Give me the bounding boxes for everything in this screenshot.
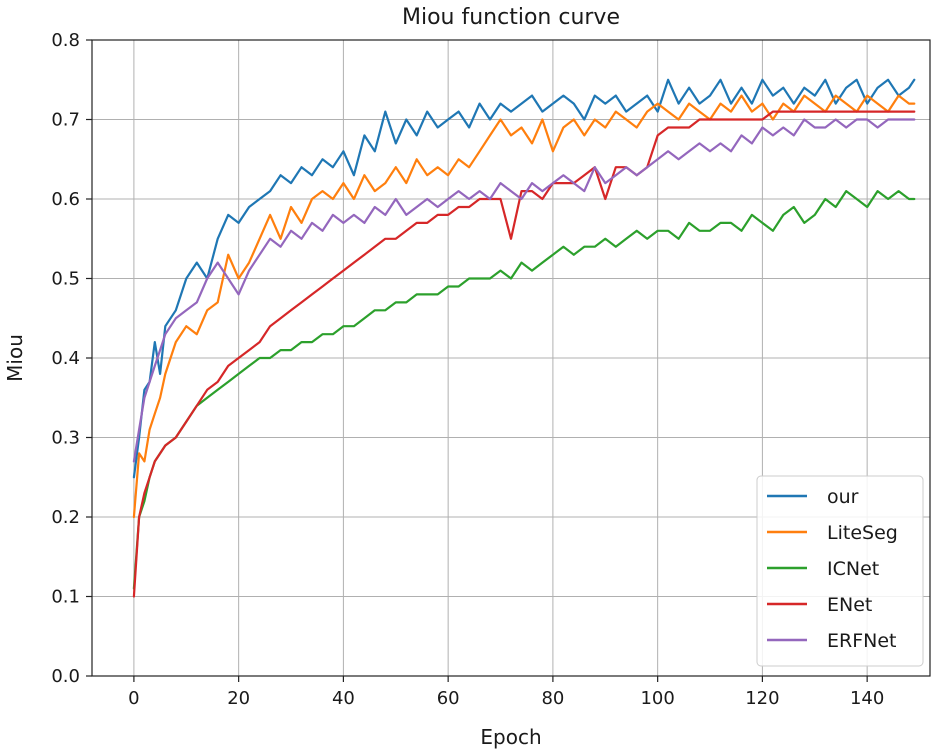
legend-label-erfnet: ERFNet: [827, 630, 897, 652]
y-tick-label: 0.7: [51, 110, 80, 131]
x-tick-label: 60: [437, 688, 460, 709]
y-tick-label: 0.8: [51, 30, 80, 51]
series-line-icnet: [132, 190, 916, 590]
legend-label-liteseg: LiteSeg: [827, 522, 898, 544]
legend-label-enet: ENet: [827, 594, 872, 616]
legend-box: [756, 475, 924, 667]
legend: our LiteSeg ICNet ENet ERFNet: [756, 475, 924, 667]
series-lines: [132, 78, 916, 598]
y-tick-label: 0.4: [51, 348, 80, 369]
legend-label-our: our: [827, 486, 859, 508]
x-tick-label: 80: [541, 688, 564, 709]
series-line-liteseg: [132, 94, 916, 519]
y-tick-label: 0.2: [51, 507, 80, 528]
y-axis-label: Miou: [3, 334, 27, 382]
series-line-enet: [132, 110, 916, 598]
x-tick-label: 20: [227, 688, 250, 709]
x-tick-label: 40: [332, 688, 355, 709]
legend-label-icnet: ICNet: [827, 558, 879, 580]
x-tick-label: 100: [640, 688, 674, 709]
y-tick-label: 0.1: [51, 587, 80, 608]
legend-entries: our LiteSeg ICNet ENet ERFNet: [767, 486, 898, 652]
x-tick-label: 120: [745, 688, 779, 709]
y-axis-ticks: 0.0 0.1 0.2 0.3 0.4 0.5 0.6 0.7 0.8: [51, 30, 92, 687]
series-line-erfnet: [132, 118, 916, 463]
y-tick-label: 0.5: [51, 269, 80, 290]
y-tick-label: 0.0: [51, 666, 80, 687]
y-tick-label: 0.6: [51, 189, 80, 210]
y-tick-label: 0.3: [51, 428, 80, 449]
chart-title: Miou function curve: [402, 5, 620, 30]
series-line-our: [132, 78, 916, 479]
x-tick-label: 140: [850, 688, 884, 709]
x-axis-ticks: 0 20 40 60 80 100 120 140: [128, 676, 884, 709]
x-axis-label: Epoch: [480, 725, 541, 749]
x-tick-label: 0: [128, 688, 139, 709]
